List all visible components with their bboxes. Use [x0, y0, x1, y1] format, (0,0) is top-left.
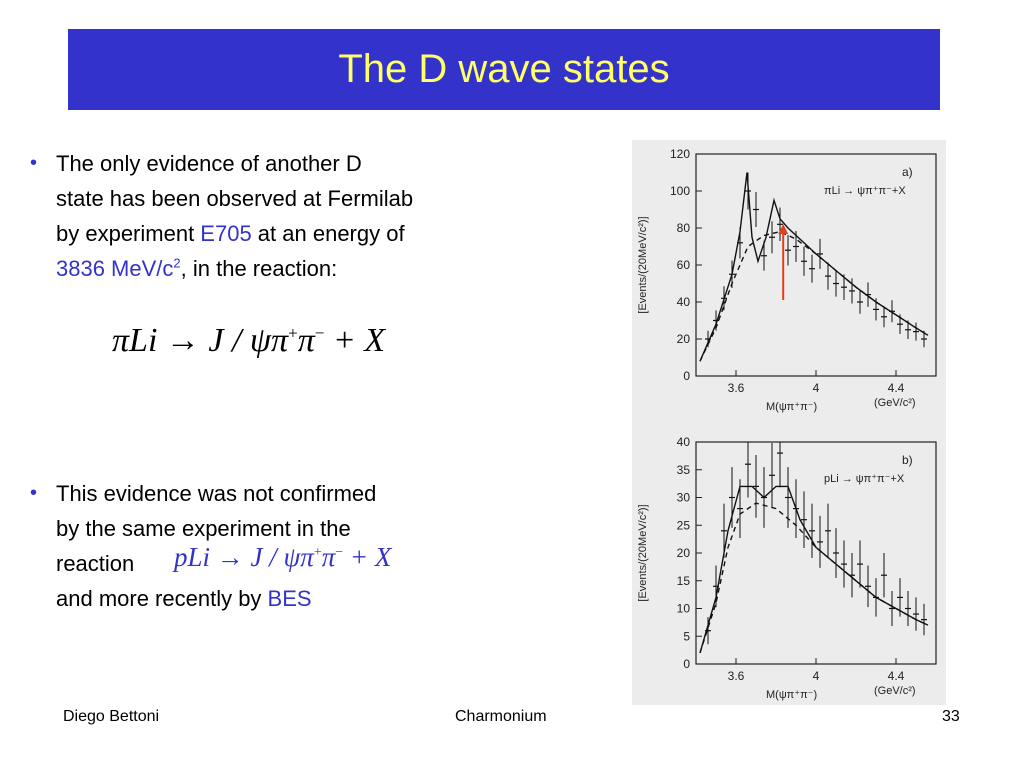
panel-b-xtick-label: 4.4 — [888, 669, 905, 683]
eq1-pi-minus: π — [297, 322, 315, 359]
panel-a-background-curve — [699, 230, 929, 362]
bullet-2-text-3: reaction — [56, 551, 135, 576]
panel-b-xtick-label: 4 — [813, 669, 820, 683]
eq1-pi-plus: π — [271, 322, 289, 359]
experiment-bes: BES — [267, 586, 312, 611]
panel-b-ytick-label: 5 — [683, 629, 690, 643]
eq2-pi-minus: π — [321, 542, 336, 572]
panel-a-ytick-label: 20 — [677, 332, 691, 346]
energy-value: 3836 MeV/c2 — [56, 256, 181, 281]
equation-p-li: pLi → J / ψπ+π− + X — [174, 542, 391, 573]
experiment-e705: E705 — [200, 221, 252, 246]
footer-author: Diego Bettoni — [63, 708, 160, 725]
bullet-2: • This evidence was not confirmed by the… — [30, 476, 376, 616]
panel-b-ytick-label: 25 — [677, 518, 691, 532]
eq1-plus-sup: + — [288, 323, 298, 343]
panel-b-ytick-label: 10 — [677, 602, 691, 616]
panel-a-xunit: (GeV/c²) — [874, 397, 916, 409]
panel-a-legend: πLi → ψπ⁺π⁻+X — [824, 185, 906, 197]
panel-b-background-curve — [699, 502, 929, 654]
energy-value-text: 3836 MeV/c — [56, 256, 174, 281]
bullet-2-text-2: by the same experiment in the — [56, 516, 351, 541]
eq1-minus-sup: − — [314, 323, 325, 343]
panel-b-ytick-label: 35 — [677, 463, 691, 477]
panel-a-xtick-label: 3.6 — [728, 381, 745, 395]
bullet-2-text-4: and more recently by — [56, 586, 268, 611]
panel-b-ytick-label: 15 — [677, 574, 691, 588]
title-banner: The D wave states — [68, 29, 940, 110]
equation-pi-li: πLi → J / ψπ+π− + X — [112, 322, 385, 360]
panel-a-xlabel: M(ψπ⁺π⁻) — [766, 401, 817, 413]
panel-a-ytick-label: 100 — [670, 184, 690, 198]
panel-b-legend: pLi → ψπ⁺π⁻+X — [824, 473, 905, 485]
eq2-lhs: pLi — [174, 542, 211, 572]
eq2-minus-sup: − — [335, 545, 344, 560]
bullet-dot-icon: • — [30, 482, 38, 504]
panel-b-fit-curve — [699, 485, 929, 654]
eq1-arrow-icon: → — [165, 322, 200, 359]
bullet-1-text-3: by experiment — [56, 221, 201, 246]
bullet-1-line-3: by experiment E705 at an energy of — [30, 216, 413, 251]
eq1-jpsi: J / ψ — [208, 322, 272, 359]
eq2-plus-sup: + — [313, 545, 322, 560]
panel-a-ytick-label: 0 — [683, 369, 690, 383]
panel-b-xlabel: M(ψπ⁺π⁻) — [766, 689, 817, 701]
panel-b-ytick-label: 20 — [677, 546, 691, 560]
bullet-1-text-3b: at an energy of — [251, 221, 405, 246]
panel-b-ytick-label: 30 — [677, 491, 691, 505]
bullet-1-text-1: The only evidence of another D — [56, 151, 362, 176]
panel-a-xtick-label: 4.4 — [888, 381, 905, 395]
eq2-pi-plus: π — [300, 542, 314, 572]
panel-a-ylabel: [Events/(20MeV/c²)] — [637, 216, 649, 313]
bullet-2-line-4: and more recently by BES — [30, 581, 376, 616]
bullet-1-line-1: • The only evidence of another D — [30, 146, 413, 181]
bullet-1-line-4: 3836 MeV/c2, in the reaction: — [30, 251, 413, 286]
plot-scan: 0 20 40 60 80 100 120 3.6 4 4.4 M(ψπ⁺π⁻) (GeV/c²) [E… — [632, 140, 946, 705]
panel-b-ytick-label: 40 — [677, 435, 691, 449]
panel-a-ytick-label: 40 — [677, 295, 691, 309]
panel-b-ytick-label: 0 — [683, 657, 690, 671]
eq2-arrow-icon: → — [216, 542, 244, 572]
panel-b-ylabel: [Events/(20MeV/c²)] — [637, 504, 649, 601]
bullet-1: • The only evidence of another D state h… — [30, 146, 413, 286]
panel-a-ytick-label: 120 — [670, 147, 690, 161]
footer-topic: Charmonium — [455, 708, 547, 725]
slide-title: The D wave states — [338, 47, 670, 91]
panel-a-panel-label: a) — [902, 165, 913, 179]
panel-b-panel-label: b) — [902, 453, 913, 467]
panel-a-ytick-label: 80 — [677, 221, 691, 235]
bullet-2-line-1: • This evidence was not confirmed — [30, 476, 376, 511]
panel-a-marker-arrowhead-icon — [778, 224, 789, 234]
eq2-rest: + X — [349, 542, 392, 572]
panel-a-fit-curve — [699, 172, 929, 362]
panel-b-xunit: (GeV/c²) — [874, 685, 916, 697]
bullet-1-text-2: state has been observed at Fermilab — [56, 186, 414, 211]
bullet-dot-icon: • — [30, 152, 38, 174]
eq1-lhs: πLi — [112, 322, 158, 359]
panel-b-xtick-label: 3.6 — [728, 669, 745, 683]
bullet-1-text-4: , in the reaction: — [180, 256, 338, 281]
panel-a-ytick-label: 60 — [677, 258, 691, 272]
footer-page-number: 33 — [942, 708, 960, 725]
eq2-jpsi: J / ψ — [250, 542, 301, 572]
energy-unit-sup: 2 — [173, 255, 181, 271]
bullet-2-text-1: This evidence was not confirmed — [56, 481, 377, 506]
eq1-rest: + X — [332, 322, 386, 359]
panel-a-xtick-label: 4 — [813, 381, 820, 395]
